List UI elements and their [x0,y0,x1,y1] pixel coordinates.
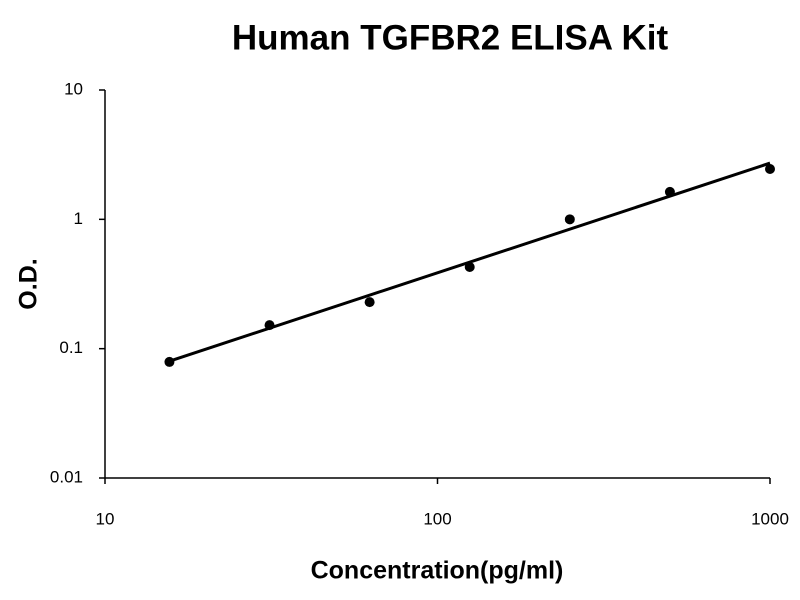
x-tick-label: 10 [96,509,115,528]
data-point [364,297,375,308]
x-tick-label: 1000 [751,509,789,528]
data-point [464,261,475,272]
data-point [564,214,575,225]
data-point [264,320,275,331]
data-point [664,186,675,197]
data-point [164,356,175,367]
y-tick-label: 0.1 [59,338,83,357]
y-tick-label: 1 [74,209,83,228]
x-axis-label: Concentration(pg/ml) [311,557,564,585]
y-tick-label: 0.01 [50,467,83,486]
y-tick-label: 10 [64,79,83,98]
data-point [765,164,775,175]
y-axis-label: O.D. [15,258,43,309]
chart-title: Human TGFBR2 ELISA Kit [232,18,669,57]
x-tick-label: 100 [423,509,451,528]
